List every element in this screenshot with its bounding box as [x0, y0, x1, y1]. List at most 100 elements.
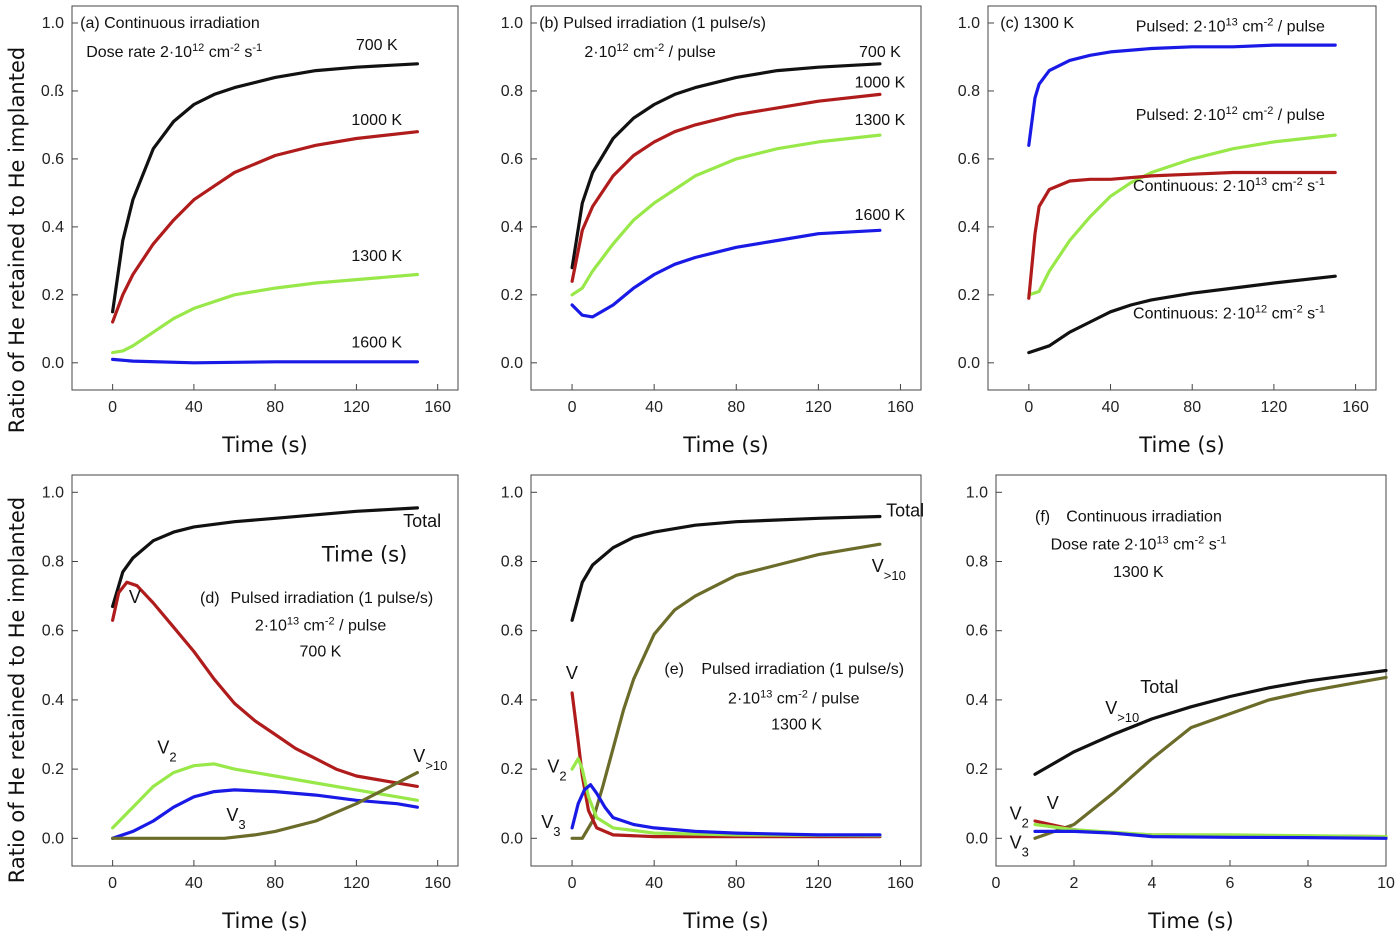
panel-b-frame	[530, 5, 922, 391]
y-tick-label: 0.2	[966, 761, 988, 778]
panel-e-x-axis-label: Time (s)	[682, 909, 768, 933]
panel-b-x-axis-label: Time (s)	[682, 433, 768, 457]
y-tick-label: 0.6	[501, 151, 523, 168]
x-tick-label: 0	[108, 875, 117, 892]
x-tick-label: 120	[343, 875, 370, 892]
panel-c-x-axis-label: Time (s)	[1138, 433, 1224, 457]
panel-e-series-line-4	[570, 783, 882, 837]
panel-a-series-label-2: 1300 K	[351, 248, 402, 265]
panel-f-series-label-4: V3	[1010, 833, 1029, 860]
x-tick-label: 120	[805, 875, 832, 892]
panel-a-series-line-1	[111, 130, 419, 324]
y-tick-label: 1.0	[958, 15, 980, 32]
panel-c-series-line-3	[1027, 274, 1337, 355]
y-tick-label: 0.6	[958, 151, 980, 168]
panel-f-series-label-3: V2	[1010, 803, 1029, 830]
panel-b-series-line-0	[570, 62, 882, 270]
x-tick-label: 80	[727, 875, 745, 892]
y-tick-label: 0.8	[958, 83, 980, 100]
panel-d-series-label-2: V2	[157, 738, 176, 765]
y-tick-label: 0.6	[42, 623, 64, 640]
panel-c-series-label-2: Continuous: 2·1013 cm-2 s-1	[1133, 176, 1325, 195]
panel-e-series-line-1	[570, 542, 882, 840]
panel-b-series-label-0: 700 K	[859, 44, 901, 61]
x-tick-label: 8	[1304, 875, 1313, 892]
y-tick-label: 0.0	[501, 355, 523, 372]
y-tick-label: 0.ß	[41, 83, 64, 100]
panel-b-series-line-3	[570, 228, 882, 319]
y-tick-label: 0.6	[501, 623, 523, 640]
panel-a-annotation-0: (a) Continuous irradiation	[80, 15, 260, 32]
panel-e-series-label-4: V3	[541, 812, 560, 839]
panel-d-series-label-1: V	[129, 587, 141, 607]
panel-a-series-line-0	[111, 62, 419, 314]
y-tick-label: 0.4	[958, 219, 980, 236]
x-tick-label: 160	[887, 875, 914, 892]
y-tick-label: 0.0	[501, 830, 523, 847]
panel-d-series-line-0	[111, 506, 419, 609]
x-tick-label: 120	[343, 399, 370, 416]
panel-f-annotation-0: (f)	[1035, 509, 1050, 526]
panel-c-annotation-0: (c) 1300 K	[1000, 15, 1074, 32]
panel-b-series-label-2: 1300 K	[855, 112, 906, 129]
y-tick-label: 0.0	[966, 830, 988, 847]
panel-c-series-line-2	[1027, 170, 1337, 300]
panel-e: 0.0 0.2 0.4 0.6 0.8 1.0 0 40 80 120 160 Time (s) Tot…	[501, 474, 924, 933]
panel-f-annotation-3: 1300 K	[1113, 564, 1164, 581]
x-tick-label: 160	[424, 875, 451, 892]
y-tick-label: 0.8	[501, 554, 523, 571]
panel-c-series-label-3: Continuous: 2·1012 cm-2 s-1	[1133, 304, 1325, 323]
panel-f-series-line-0	[1033, 668, 1388, 776]
y-tick-label: 1.0	[966, 484, 988, 501]
y-tick-label: 1.0	[42, 484, 64, 501]
y-tick-label: 1.0	[501, 15, 523, 32]
panel-f-series-label-1: V>10	[1105, 698, 1139, 725]
x-tick-label: 40	[645, 875, 663, 892]
panel-a-series-line-3	[111, 357, 419, 365]
panel-e-frame	[530, 474, 922, 867]
panel-a-series-line-2	[111, 272, 419, 355]
panel-d-annotation-2: 2·1013 cm-2 / pulse	[255, 616, 387, 635]
y-tick-label: 1.0	[501, 484, 523, 501]
panel-b-series-label-1: 1000 K	[855, 75, 906, 92]
y-tick-label: 0.0	[42, 830, 64, 847]
panel-c-frame	[987, 5, 1377, 391]
y-tick-label: 0.4	[42, 692, 64, 709]
panel-b-series-line-2	[570, 133, 882, 297]
panel-d-annotation-1: Pulsed irradiation (1 pulse/s)	[230, 590, 433, 607]
panel-d-annotation-0: (d)	[200, 590, 220, 607]
x-tick-label: 120	[805, 399, 832, 416]
x-tick-label: 0	[568, 399, 577, 416]
x-tick-label: 160	[424, 399, 451, 416]
panel-f-annotation-1: Continuous irradiation	[1066, 509, 1222, 526]
panel-b-annotation-0: (b) Pulsed irradiation (1 pulse/s)	[539, 15, 766, 32]
panel-d-series-label-3: V3	[226, 805, 245, 832]
panel-e-annotation-0: (e)	[664, 661, 684, 678]
x-tick-label: 10	[1377, 875, 1395, 892]
y-tick-label: 0.8	[42, 554, 64, 571]
y-tick-label: 0.6	[966, 623, 988, 640]
panel-e-series-line-0	[570, 514, 882, 622]
panel-d-x-axis-label: Time (s)	[221, 909, 307, 933]
panel-f-series-line-4	[1033, 829, 1388, 840]
panel-f-series-label-0: Total	[1140, 677, 1178, 697]
panel-f-annotation-2: Dose rate 2·1013 cm-2 s-1	[1051, 534, 1227, 553]
x-tick-label: 0	[992, 875, 1001, 892]
y-tick-label: 0.2	[501, 287, 523, 304]
y-tick-label: 0.8	[501, 83, 523, 100]
x-tick-label: 120	[1261, 399, 1288, 416]
panel-e-annotation-3: 1300 K	[771, 716, 822, 733]
panel-e-series-label-1: V>10	[872, 556, 906, 583]
panel-b-annotation-1: 2·1012 cm-2 / pulse	[584, 42, 716, 61]
panel-e-annotation-1: Pulsed irradiation (1 pulse/s)	[701, 661, 904, 678]
panel-c: 0.0 0.2 0.4 0.6 0.8 1.0 0 40 80 120 160 Time (s) Pul…	[958, 5, 1377, 457]
panel-c-series-line-1	[1027, 133, 1337, 297]
x-tick-label: 160	[887, 399, 914, 416]
y-tick-label: 0.2	[42, 761, 64, 778]
y-tick-label: 0.4	[42, 219, 64, 236]
y-tick-label: 0.2	[42, 287, 64, 304]
panel-d-annotation-3: 700 K	[300, 644, 342, 661]
y-tick-label: 0.4	[966, 692, 988, 709]
x-tick-label: 4	[1148, 875, 1157, 892]
